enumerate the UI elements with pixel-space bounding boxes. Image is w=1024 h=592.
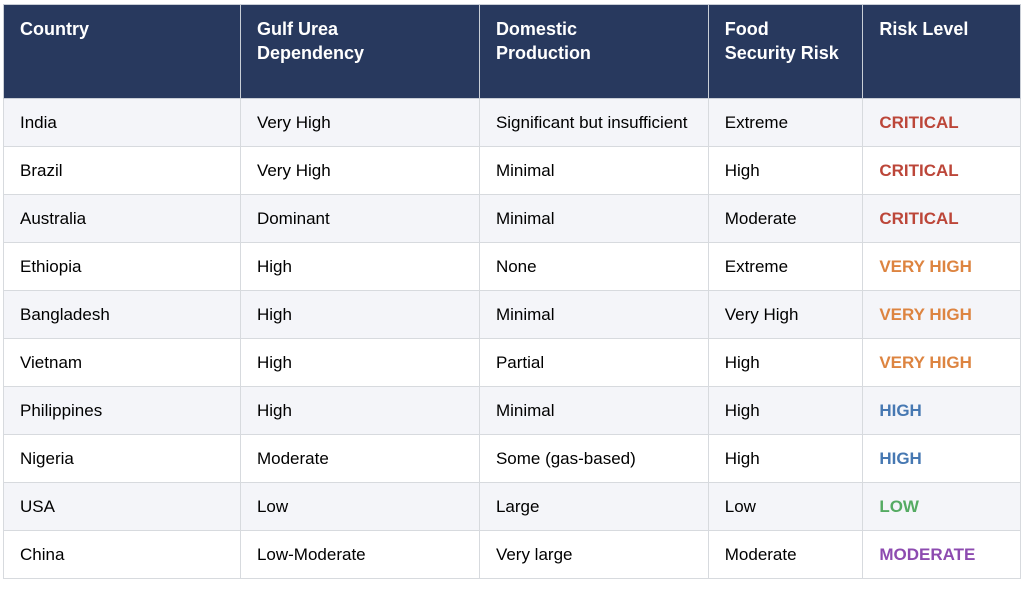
cell-country: Ethiopia <box>3 242 241 291</box>
cell-country: Brazil <box>3 146 241 195</box>
cell-food-security-risk: Extreme <box>707 98 864 147</box>
cell-country: Bangladesh <box>3 290 241 339</box>
cell-risk-level: HIGH <box>862 434 1021 483</box>
cell-gulf-urea-dependency: Moderate <box>239 434 480 483</box>
cell-risk-level: CRITICAL <box>862 194 1021 243</box>
cell-domestic-production: Large <box>478 482 709 531</box>
table-row-vietnam: Vietnam High Partial High VERY HIGH <box>3 338 1021 387</box>
cell-domestic-production: Minimal <box>478 290 709 339</box>
column-header-country: Country <box>3 4 241 99</box>
cell-gulf-urea-dependency: Very High <box>239 146 480 195</box>
cell-country: Nigeria <box>3 434 241 483</box>
cell-food-security-risk: Extreme <box>707 242 864 291</box>
column-header-domestic-production: Domestic Production <box>478 4 709 99</box>
urea-dependency-risk-table: Country Gulf Urea Dependency Domestic Pr… <box>3 4 1021 579</box>
cell-risk-level: CRITICAL <box>862 146 1021 195</box>
column-header-label: Risk Level <box>879 19 969 39</box>
cell-food-security-risk: High <box>707 434 864 483</box>
cell-risk-level: MODERATE <box>862 530 1021 579</box>
table-row-usa: USA Low Large Low LOW <box>3 482 1021 531</box>
column-header-food-security-risk: Food Security Risk <box>707 4 864 99</box>
cell-gulf-urea-dependency: High <box>239 242 480 291</box>
cell-food-security-risk: Very High <box>707 290 864 339</box>
cell-risk-level: CRITICAL <box>862 98 1021 147</box>
table-row-nigeria: Nigeria Moderate Some (gas-based) High H… <box>3 434 1021 483</box>
column-header-risk-level: Risk Level <box>862 4 1021 99</box>
cell-risk-level: HIGH <box>862 386 1021 435</box>
cell-domestic-production: Minimal <box>478 386 709 435</box>
table-row-ethiopia: Ethiopia High None Extreme VERY HIGH <box>3 242 1021 291</box>
table-row-australia: Australia Dominant Minimal Moderate CRIT… <box>3 194 1021 243</box>
table-row-bangladesh: Bangladesh High Minimal Very High VERY H… <box>3 290 1021 339</box>
cell-domestic-production: None <box>478 242 709 291</box>
cell-country: Vietnam <box>3 338 241 387</box>
table-row-philippines: Philippines High Minimal High HIGH <box>3 386 1021 435</box>
column-header-label: Country <box>20 19 89 39</box>
cell-gulf-urea-dependency: High <box>239 290 480 339</box>
cell-domestic-production: Significant but insufficient <box>478 98 709 147</box>
cell-domestic-production: Some (gas-based) <box>478 434 709 483</box>
column-header-label: Food Security Risk <box>724 19 839 63</box>
column-header-label: Gulf Urea Dependency <box>256 19 364 63</box>
cell-risk-level: VERY HIGH <box>862 242 1021 291</box>
cell-domestic-production: Very large <box>478 530 709 579</box>
cell-country: India <box>3 98 241 147</box>
table-row-china: China Low-Moderate Very large Moderate M… <box>3 530 1021 579</box>
cell-gulf-urea-dependency: Very High <box>239 98 480 147</box>
cell-gulf-urea-dependency: High <box>239 386 480 435</box>
cell-domestic-production: Partial <box>478 338 709 387</box>
cell-food-security-risk: High <box>707 386 864 435</box>
cell-country: USA <box>3 482 241 531</box>
cell-domestic-production: Minimal <box>478 146 709 195</box>
cell-food-security-risk: Moderate <box>707 194 864 243</box>
cell-country: China <box>3 530 241 579</box>
cell-country: Philippines <box>3 386 241 435</box>
table-row-brazil: Brazil Very High Minimal High CRITICAL <box>3 146 1021 195</box>
cell-domestic-production: Minimal <box>478 194 709 243</box>
column-header-label: Domestic Production <box>495 19 591 63</box>
cell-risk-level: LOW <box>862 482 1021 531</box>
cell-gulf-urea-dependency: Low-Moderate <box>239 530 480 579</box>
cell-food-security-risk: High <box>707 146 864 195</box>
column-header-gulf-urea-dependency: Gulf Urea Dependency <box>239 4 480 99</box>
cell-risk-level: VERY HIGH <box>862 290 1021 339</box>
cell-food-security-risk: High <box>707 338 864 387</box>
header-row: Country Gulf Urea Dependency Domestic Pr… <box>3 4 1021 99</box>
table-row-india: India Very High Significant but insuffic… <box>3 98 1021 147</box>
cell-risk-level: VERY HIGH <box>862 338 1021 387</box>
cell-gulf-urea-dependency: High <box>239 338 480 387</box>
cell-gulf-urea-dependency: Low <box>239 482 480 531</box>
cell-gulf-urea-dependency: Dominant <box>239 194 480 243</box>
cell-food-security-risk: Low <box>707 482 864 531</box>
cell-country: Australia <box>3 194 241 243</box>
cell-food-security-risk: Moderate <box>707 530 864 579</box>
